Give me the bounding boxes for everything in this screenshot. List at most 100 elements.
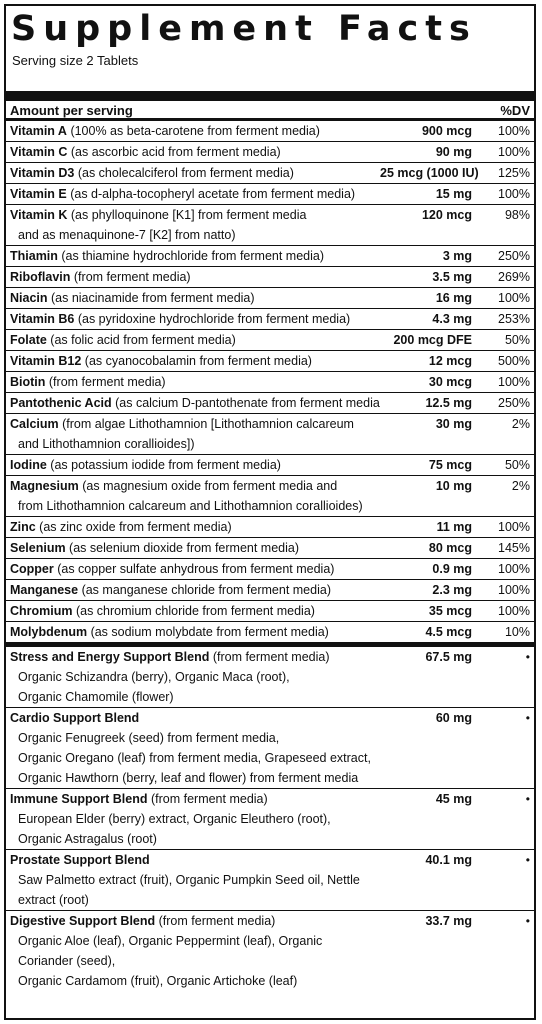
blend-amount: 60 mg (435, 711, 472, 725)
nutrient-name-cell: Pantothenic Acid (as calcium D-pantothen… (10, 393, 380, 413)
blend-list: Stress and Energy Support Blend (from fe… (6, 647, 534, 991)
nutrient-desc: (as magnesium oxide from ferment media a… (78, 479, 338, 493)
blend-name: Immune Support Blend (10, 792, 148, 806)
nutrient-dv: 250% (498, 249, 530, 263)
nutrient-desc: (as thiamine hydrochloride from ferment … (57, 249, 324, 263)
nutrient-desc: (as zinc oxide from ferment media) (35, 520, 232, 534)
nutrient-name-cell: Folate (as folic acid from ferment media… (10, 330, 380, 350)
blend-name-cell: Digestive Support Blend (from ferment me… (10, 911, 380, 991)
nutrient-amount: 2.3 mg (432, 583, 472, 597)
blend-name-cell: Stress and Energy Support Blend (from fe… (10, 647, 380, 707)
nutrient-line: Pantothenic Acid (as calcium D-pantothen… (10, 396, 380, 410)
nutrient-name: Manganese (10, 583, 79, 597)
nutrient-desc: (as selenium dioxide from ferment media) (65, 541, 300, 555)
nutrient-dv: 100% (498, 124, 530, 138)
nutrient-amount: 75 mcg (428, 458, 472, 472)
nutrient-amount: 11 mg (436, 520, 472, 534)
blend-ingredients: Organic Astragalus (root) (18, 832, 157, 846)
nutrient-dv: 145% (498, 541, 530, 555)
amount-header: Amount per serving (10, 103, 133, 118)
nutrient-name: Iodine (10, 458, 47, 472)
blend-dv: • (525, 650, 530, 664)
nutrient-name-cell: Biotin (from ferment media) (10, 372, 380, 392)
nutrient-name: Vitamin E (10, 187, 67, 201)
nutrient-name: Vitamin C (10, 145, 68, 159)
nutrient-dv: 100% (498, 562, 530, 576)
nutrient-row: Iodine (as potassium iodide from ferment… (6, 455, 534, 476)
nutrient-name: Copper (10, 562, 54, 576)
nutrient-name: Magnesium (10, 479, 79, 493)
nutrient-desc: (as copper sulfate anhydrous from fermen… (53, 562, 335, 576)
nutrient-name-cell: Magnesium (as magnesium oxide from ferme… (10, 476, 380, 516)
nutrient-dv: 125% (498, 166, 530, 180)
nutrient-desc: (as folic acid from ferment media) (46, 333, 236, 347)
nutrient-row: Vitamin E (as d-alpha-tocopheryl acetate… (6, 184, 534, 205)
nutrient-line: Biotin (from ferment media) (10, 375, 166, 389)
nutrient-line: Vitamin C (as ascorbic acid from ferment… (10, 145, 281, 159)
nutrient-name-cell: Thiamin (as thiamine hydrochloride from … (10, 246, 380, 266)
nutrient-name-cell: Niacin (as niacinamide from ferment medi… (10, 288, 380, 308)
nutrient-amount: 12 mcg (428, 354, 472, 368)
nutrient-desc-cont: from Lithothamnion calcareum and Lithoth… (18, 499, 363, 513)
blend-row: Digestive Support Blend (from ferment me… (6, 911, 534, 991)
blend-ingredients: Organic Chamomile (flower) (18, 690, 174, 704)
nutrient-dv: 100% (498, 375, 530, 389)
nutrient-line: Manganese (as manganese chloride from fe… (10, 583, 331, 597)
nutrient-row: Vitamin B6 (as pyridoxine hydrochloride … (6, 309, 534, 330)
nutrient-amount: 10 mg (435, 479, 472, 493)
nutrient-name-cell: Vitamin A (100% as beta-carotene from fe… (10, 121, 380, 141)
nutrient-line: Vitamin E (as d-alpha-tocopheryl acetate… (10, 187, 355, 201)
nutrient-line: Iodine (as potassium iodide from ferment… (10, 458, 281, 472)
nutrient-desc-cont: and as menaquinone-7 [K2] from natto) (18, 228, 236, 242)
blend-ingredients: Organic Aloe (leaf), Organic Peppermint … (18, 934, 323, 968)
nutrient-row: Molybdenum (as sodium molybdate from fer… (6, 622, 534, 647)
blend-amount: 45 mg (435, 792, 472, 806)
blend-line: Immune Support Blend (from ferment media… (10, 792, 268, 806)
nutrient-desc: (from ferment media) (70, 270, 191, 284)
blend-ingredients: Organic Schizandra (berry), Organic Maca… (18, 670, 290, 684)
nutrient-name: Pantothenic Acid (10, 396, 112, 410)
nutrient-dv: 2% (511, 417, 530, 431)
nutrient-row: Vitamin D3 (as cholecalciferol from ferm… (6, 163, 534, 184)
blend-line: Digestive Support Blend (from ferment me… (10, 914, 275, 928)
nutrient-row: Biotin (from ferment media) 30 mcg 100% (6, 372, 534, 393)
nutrient-name: Thiamin (10, 249, 58, 263)
blend-amount: 40.1 mg (425, 853, 472, 867)
nutrient-desc: (as sodium molybdate from ferment media) (87, 625, 329, 639)
nutrient-dv: 269% (498, 270, 530, 284)
blend-row: Prostate Support Blend Saw Palmetto extra… (6, 850, 534, 911)
nutrient-name: Vitamin D3 (10, 166, 75, 180)
nutrient-name-cell: Vitamin B6 (as pyridoxine hydrochloride … (10, 309, 380, 329)
serving-size: Serving size 2 Tablets (12, 53, 139, 68)
nutrient-desc: (as calcium D-pantothenate from ferment … (111, 396, 380, 410)
nutrient-desc: (as d-alpha-tocopheryl acetate from ferm… (66, 187, 356, 201)
nutrient-line: Vitamin A (100% as beta-carotene from fe… (10, 124, 320, 138)
nutrient-row: Selenium (as selenium dioxide from ferme… (6, 538, 534, 559)
nutrient-amount: 4.5 mcg (425, 625, 472, 639)
blend-name: Prostate Support Blend (10, 853, 150, 867)
blend-name-cell: Cardio Support Blend Organic Fenugreek (s… (10, 708, 380, 788)
blend-dv: • (525, 914, 530, 928)
nutrient-name: Vitamin B12 (10, 354, 82, 368)
nutrient-amount: 35 mcg (428, 604, 472, 618)
nutrient-line: Zinc (as zinc oxide from ferment media) (10, 520, 232, 534)
nutrient-row: Riboflavin (from ferment media) 3.5 mg 269… (6, 267, 534, 288)
nutrient-row: Manganese (as manganese chloride from fe… (6, 580, 534, 601)
nutrient-name: Molybdenum (10, 625, 88, 639)
nutrient-row: Vitamin A (100% as beta-carotene from fe… (6, 121, 534, 142)
nutrient-line: Copper (as copper sulfate anhydrous from… (10, 562, 334, 576)
blend-row: Immune Support Blend (from ferment media… (6, 789, 534, 850)
blend-ingredients: Organic Oregano (leaf) from ferment medi… (18, 751, 371, 765)
nutrient-name-cell: Iodine (as potassium iodide from ferment… (10, 455, 380, 475)
nutrient-desc: (as cyanocobalamin from ferment media) (81, 354, 312, 368)
blend-ingredients: Organic Cardamom (fruit), Organic Artich… (18, 974, 298, 988)
nutrient-row: Vitamin B12 (as cyanocobalamin from ferm… (6, 351, 534, 372)
blend-ingredients: European Elder (berry) extract, Organic … (18, 812, 331, 826)
nutrient-amount: 12.5 mg (425, 396, 472, 410)
blend-name: Digestive Support Blend (10, 914, 156, 928)
nutrient-name-cell: Copper (as copper sulfate anhydrous from… (10, 559, 380, 579)
blend-row: Stress and Energy Support Blend (from fe… (6, 647, 534, 708)
blend-desc: (from ferment media) (147, 792, 268, 806)
nutrient-amount: 25 mcg (1000 IU) (380, 166, 479, 180)
nutrient-name: Zinc (10, 520, 36, 534)
